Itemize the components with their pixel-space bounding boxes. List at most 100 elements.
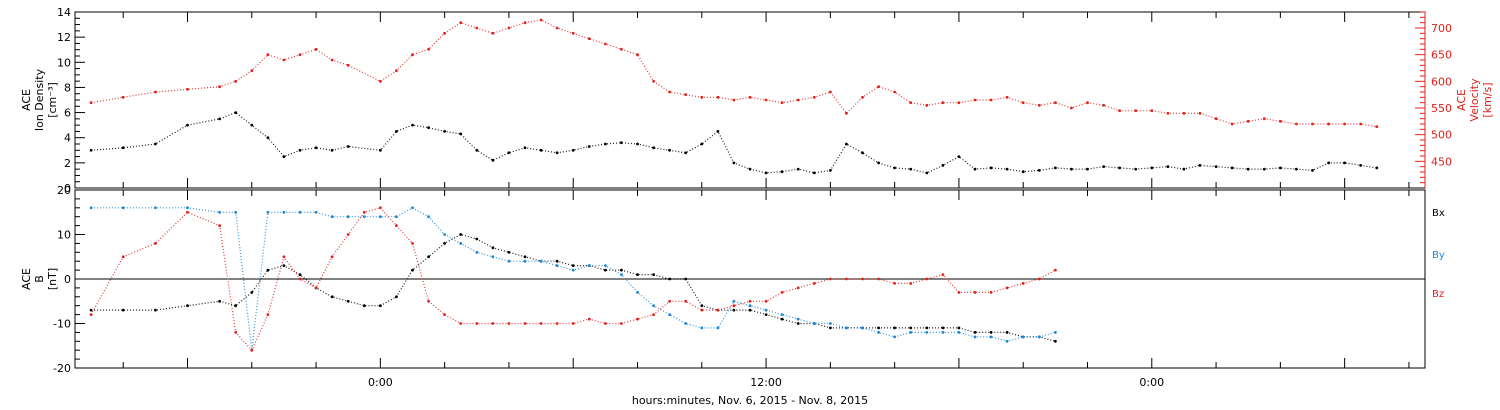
bz-component-point <box>539 322 543 325</box>
ion-density-point <box>604 142 607 146</box>
solar-wind-velocity-point <box>1118 109 1121 113</box>
bz-component-point <box>571 322 575 325</box>
bz-component-point <box>829 277 832 281</box>
by-component-point <box>266 210 270 214</box>
by-component-point <box>330 215 334 219</box>
solar-wind-velocity-point <box>780 101 784 105</box>
solar-wind-velocity-point <box>716 95 720 99</box>
solar-wind-velocity-point <box>1005 95 1009 99</box>
bz-component-point <box>443 313 446 316</box>
ion-density-point <box>1102 165 1105 169</box>
bx-component-point <box>571 264 575 267</box>
by-component-point <box>443 233 446 236</box>
ion-density-point <box>330 148 334 152</box>
density-tick-label: 14 <box>57 6 71 19</box>
solar-wind-velocity-point <box>1246 119 1250 123</box>
bz-component-point <box>732 304 736 308</box>
solar-wind-velocity-trace <box>91 19 1377 128</box>
by-component-point <box>1021 335 1025 339</box>
bx-component-point <box>362 304 366 308</box>
solar-wind-velocity-point <box>861 95 864 99</box>
by-component-point <box>925 331 929 334</box>
bz-component-point <box>893 282 896 285</box>
by-component-point <box>812 322 816 325</box>
bx-component-point <box>266 268 270 272</box>
bx-component-point <box>186 304 189 308</box>
magnetic-field-panel: -20 -10 0 10 20 0:00 12:00 0:00 Bx By Bz ACE B [… <box>20 184 1445 407</box>
ion-density-point <box>234 111 238 114</box>
ion-density-point <box>796 167 800 171</box>
velocity-tick-label: 650 <box>1431 49 1452 62</box>
velocity-tick-label: 450 <box>1431 155 1452 168</box>
bz-component-point <box>379 206 382 210</box>
bz-component-point <box>395 224 398 228</box>
solar-wind-velocity-point <box>1214 117 1218 121</box>
ion-density-point <box>748 167 752 171</box>
solar-wind-velocity-point <box>893 90 896 94</box>
by-component-point <box>539 259 543 263</box>
ion-density-point <box>780 170 784 174</box>
density-axis-title-line2: Ion Density <box>33 68 46 131</box>
bz-component-point <box>266 313 270 316</box>
solar-wind-velocity-point <box>732 98 736 102</box>
ion-density-point <box>1327 161 1330 165</box>
b-field-tick-label: 10 <box>57 229 71 242</box>
bz-component-point <box>877 277 880 281</box>
ion-density-point <box>395 130 398 133</box>
solar-wind-velocity-point <box>491 31 495 35</box>
bx-component-point <box>748 308 752 312</box>
ion-density-point <box>812 171 816 175</box>
solar-wind-velocity-point <box>266 53 270 57</box>
velocity-axis-ticks: 450 500 550 600 650 700 <box>1415 11 1452 188</box>
top-panel-series <box>89 18 1379 175</box>
bx-component-point <box>636 273 639 276</box>
bz-component-point <box>507 322 511 325</box>
by-component-point <box>507 259 511 263</box>
ion-density-point <box>1375 166 1379 170</box>
top-time-axis-ticks <box>122 12 1410 188</box>
bx-component-point <box>330 295 334 299</box>
solar-wind-velocity-point <box>298 53 302 57</box>
solar-wind-velocity-point <box>1262 117 1266 121</box>
bz-component-point <box>812 282 816 285</box>
density-axis-ticks: 0 2 4 6 8 10 12 14 <box>57 6 85 195</box>
ion-density-point <box>1214 165 1218 169</box>
by-component-point <box>700 326 704 330</box>
ion-density-point <box>218 117 222 121</box>
velocity-tick-label: 700 <box>1431 22 1452 35</box>
ion-density-point <box>620 141 623 145</box>
by-component-point <box>475 250 479 254</box>
bz-component-point <box>121 255 125 259</box>
ion-density-point <box>732 161 736 165</box>
solar-wind-velocity-point <box>379 79 382 83</box>
solar-wind-velocity-point <box>668 90 671 94</box>
bx-component-point <box>523 255 527 259</box>
ion-density-point <box>716 130 720 133</box>
b-field-tick-label: -10 <box>53 318 71 331</box>
by-component-point <box>716 326 720 330</box>
ion-density-point <box>282 155 286 159</box>
density-tick-label: 6 <box>64 107 71 120</box>
bx-component-point <box>796 322 800 325</box>
velocity-tick-label: 550 <box>1431 102 1452 115</box>
ion-density-point <box>989 166 993 170</box>
bx-component-point <box>652 273 655 276</box>
ion-density-point <box>154 142 157 146</box>
ion-density-point <box>1070 167 1073 171</box>
bx-component-point <box>555 259 559 263</box>
top-panel-frame <box>74 11 1426 189</box>
bx-component-point <box>1054 339 1057 343</box>
solar-wind-velocity-point <box>539 18 543 22</box>
solar-wind-velocity-point <box>1070 106 1073 110</box>
by-component-point <box>218 210 222 214</box>
bx-component-point <box>893 326 896 330</box>
bx-component-point <box>121 308 125 312</box>
ion-density-point <box>636 142 639 146</box>
ion-density-point <box>1037 169 1041 172</box>
ion-density-point <box>1343 161 1346 165</box>
ion-density-point <box>861 151 864 155</box>
ion-density-point <box>121 146 125 150</box>
b-field-tick-label: 0 <box>64 273 71 286</box>
legend-bx-label: Bx <box>1432 208 1445 219</box>
bx-component-point <box>668 277 671 281</box>
